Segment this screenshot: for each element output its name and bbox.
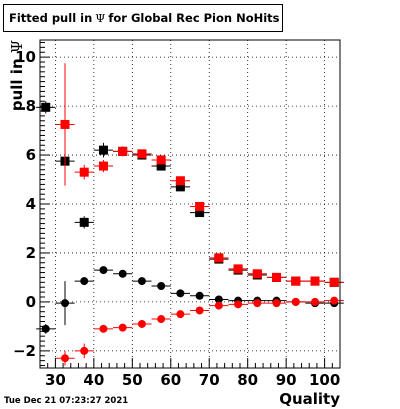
x-tick-label: 30 (45, 371, 66, 389)
square-marker (214, 253, 224, 263)
circle-marker (157, 315, 166, 324)
square-marker (272, 272, 282, 282)
circle-marker (291, 297, 300, 306)
square-marker (195, 208, 205, 218)
circle-marker (80, 346, 89, 355)
y-tick-label: 0 (26, 293, 36, 311)
circle-marker (99, 266, 108, 275)
circle-marker (330, 296, 339, 305)
square-marker (175, 176, 185, 186)
circle-marker (61, 354, 69, 363)
circle-marker (195, 306, 204, 315)
y-tick-label: 6 (26, 146, 36, 164)
square-marker (60, 119, 70, 129)
circle-marker (137, 277, 146, 286)
square-marker (175, 182, 185, 192)
circle-marker (195, 291, 204, 300)
circle-marker (176, 310, 185, 319)
circle-marker (234, 300, 243, 309)
x-tick-label: 80 (237, 371, 258, 389)
square-marker (310, 276, 320, 286)
square-marker (118, 146, 128, 156)
circle-marker (253, 299, 262, 308)
circle-marker (61, 299, 69, 308)
axes: 30 40 50 60 70 80 90 100 −2 0 2 4 6 8 10 Quality pull in… (8, 39, 341, 408)
circle-marker (176, 289, 185, 298)
circle-marker (214, 301, 223, 310)
x-tick-label: 50 (122, 371, 143, 389)
square-marker (79, 167, 89, 177)
y-tick-label: −2 (13, 342, 36, 360)
square-marker (79, 217, 89, 227)
timestamp: Tue Dec 21 07:23:27 2021 (4, 396, 129, 406)
data-points (36, 63, 344, 366)
circle-marker (157, 282, 166, 290)
grid (40, 40, 340, 368)
circle-marker (99, 324, 108, 333)
x-tick-label: 90 (276, 371, 297, 389)
y-axis-title: pull in Ψ (8, 40, 26, 111)
y-tick-label: 2 (26, 244, 36, 262)
chart-title: Fitted pull in Ψ for Global Rec Pion NoH… (3, 4, 283, 32)
square-marker (98, 145, 108, 155)
square-marker (329, 277, 339, 287)
y-axis-title-text: pull in (8, 53, 26, 111)
y-tick-label: 4 (26, 195, 36, 213)
x-tick-label: 40 (83, 371, 104, 389)
circle-marker (137, 319, 146, 328)
square-marker (156, 155, 166, 165)
circle-marker (272, 299, 281, 308)
y-axis-title-symbol: Ψ (8, 40, 26, 53)
x-tick-label: 70 (199, 371, 220, 389)
plot-area (40, 40, 340, 368)
title-suffix: for Global Rec Pion NoHits (108, 11, 280, 25)
circle-marker (118, 269, 127, 278)
title-psi-symbol: Ψ (95, 11, 106, 25)
square-marker (195, 201, 205, 211)
circle-marker (311, 297, 319, 306)
circle-marker (80, 277, 89, 286)
square-marker (98, 161, 108, 171)
y-tick-label: 10 (15, 48, 36, 66)
y-tick-label: 8 (26, 97, 36, 115)
circle-marker (214, 295, 223, 304)
x-tick-label: 100 (309, 371, 340, 389)
x-tick-label: 60 (160, 371, 181, 389)
square-marker (41, 102, 51, 112)
circle-marker (118, 323, 127, 332)
x-axis-title: Quality (279, 390, 340, 408)
square-marker (252, 269, 262, 279)
square-marker (291, 276, 301, 286)
title-prefix: Fitted pull in (9, 11, 93, 25)
square-marker (137, 149, 147, 159)
square-marker (156, 161, 166, 171)
square-marker (233, 264, 243, 274)
